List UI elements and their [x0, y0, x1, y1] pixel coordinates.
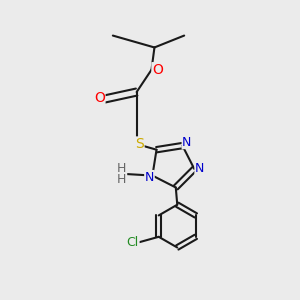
- Text: N: N: [182, 136, 192, 148]
- Text: S: S: [135, 137, 144, 151]
- Text: O: O: [152, 63, 163, 77]
- Text: H: H: [117, 173, 127, 186]
- Text: Cl: Cl: [127, 236, 139, 249]
- Text: N: N: [145, 171, 154, 184]
- Text: H: H: [117, 162, 127, 175]
- Text: N: N: [195, 162, 204, 176]
- Text: O: O: [94, 91, 105, 105]
